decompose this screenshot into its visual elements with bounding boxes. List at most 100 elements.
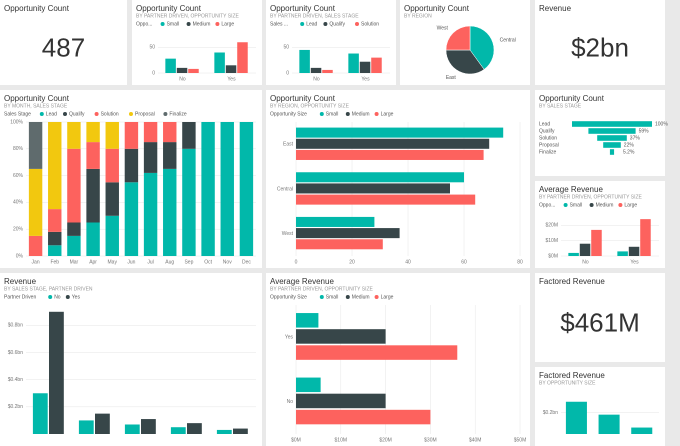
legend-title: Sales ... <box>270 21 288 27</box>
y-tick-label: $0.2bn <box>8 404 24 410</box>
y-tick-label: 100% <box>10 119 23 125</box>
legend-swatch <box>319 112 324 116</box>
tile-subtitle: BY MONTH, SALES STAGE <box>4 103 68 109</box>
funnel-value-label: 59% <box>639 128 650 134</box>
bar <box>220 122 234 256</box>
x-tick-label: 60 <box>461 259 467 265</box>
tile <box>535 273 665 362</box>
bar <box>176 67 188 73</box>
funnel-label: Proposal <box>539 142 559 148</box>
legend-label: Large <box>624 202 637 208</box>
bar <box>28 122 43 169</box>
legend-label: Solution <box>361 21 379 27</box>
bar <box>124 424 140 434</box>
tile-subtitle: BY PARTNER DRIVEN, SALES STAGE <box>270 13 359 19</box>
slice-label: East <box>446 75 457 81</box>
legend-title: Sales Stage <box>4 111 31 117</box>
bar <box>163 142 177 169</box>
y-tick-label: $0.2bn <box>543 410 559 416</box>
bar <box>296 377 321 393</box>
y-tick-label: 0 <box>152 70 155 76</box>
bar <box>296 183 450 194</box>
legend-label: Medium <box>596 202 614 208</box>
legend-swatch <box>589 203 594 207</box>
bar <box>67 122 81 149</box>
funnel-value-label: 37% <box>630 135 641 141</box>
legend-label: Small <box>570 202 583 208</box>
bar <box>170 427 186 434</box>
bar <box>296 393 386 409</box>
bar <box>28 235 43 256</box>
bar <box>28 168 43 236</box>
bar <box>296 127 504 138</box>
legend-label: Qualify <box>69 111 85 117</box>
bar <box>296 329 386 344</box>
legend-label: Lead <box>46 111 57 117</box>
bar <box>201 122 215 256</box>
bar <box>143 142 158 173</box>
x-tick-label: $20M <box>379 437 392 443</box>
bar <box>216 429 232 434</box>
bar <box>188 68 199 73</box>
bar <box>296 194 476 205</box>
bar <box>239 122 254 256</box>
tile-title: Revenue <box>539 4 572 13</box>
bar <box>48 245 62 256</box>
y-tick-label: Yes <box>285 335 294 341</box>
funnel-bar <box>603 142 621 148</box>
x-tick-label: 0 <box>295 259 298 265</box>
tile-title: Opportunity Count <box>4 94 70 103</box>
legend-label: Small <box>326 111 339 117</box>
bar <box>143 122 158 143</box>
tile-subtitle: BY PARTNER DRIVEN, OPPORTUNITY SIZE <box>136 13 240 19</box>
bar <box>296 138 490 149</box>
legend-swatch <box>163 112 168 116</box>
bar <box>348 53 359 73</box>
funnel-bar <box>588 128 636 134</box>
y-tick-label: 50 <box>149 45 155 51</box>
tile-subtitle: BY SALES STAGE <box>539 103 582 109</box>
x-tick-label: Aug <box>165 259 174 265</box>
tile-title: Average Revenue <box>539 185 603 194</box>
bar <box>105 148 119 183</box>
legend-label: Medium <box>193 21 211 27</box>
legend-label: Medium <box>352 294 370 300</box>
bar <box>296 409 431 425</box>
y-tick-label: $0M <box>548 253 558 259</box>
funnel-label: Finalize <box>539 149 556 155</box>
bar <box>296 228 400 239</box>
tile-title: Average Revenue <box>270 277 334 286</box>
bar <box>124 148 139 183</box>
bar <box>296 345 458 360</box>
bar <box>617 251 628 256</box>
bar <box>296 216 375 227</box>
slice-label: West <box>437 25 449 31</box>
legend-title: Opportunity Size <box>270 111 307 117</box>
y-tick-label: $0.8bn <box>8 323 24 329</box>
bar <box>32 393 48 434</box>
x-tick-label: Oct <box>204 259 212 265</box>
x-tick-label: Jun <box>127 259 135 265</box>
tile-title: Factored Revenue <box>539 371 605 380</box>
funnel-value-label: 22% <box>624 142 635 148</box>
bar <box>591 229 602 256</box>
tile-title: Opportunity Count <box>136 4 202 13</box>
y-tick-label: 40% <box>13 200 24 206</box>
tile-title: Opportunity Count <box>4 4 70 13</box>
legend-swatch <box>48 295 53 299</box>
bar <box>105 122 119 149</box>
bar <box>187 423 202 434</box>
legend-swatch <box>129 112 133 116</box>
x-tick-label: Mar <box>70 259 79 265</box>
tile <box>535 0 665 85</box>
x-tick-label: 80 <box>517 259 523 265</box>
bar <box>105 215 119 256</box>
legend-swatch <box>319 295 324 299</box>
legend-swatch <box>618 203 623 207</box>
x-tick-label: No <box>582 259 589 265</box>
y-tick-label: $10M <box>545 238 558 244</box>
bar <box>48 231 62 246</box>
y-tick-label: Central <box>277 186 293 192</box>
legend-label: Finalize <box>169 111 186 117</box>
bar <box>371 57 382 73</box>
